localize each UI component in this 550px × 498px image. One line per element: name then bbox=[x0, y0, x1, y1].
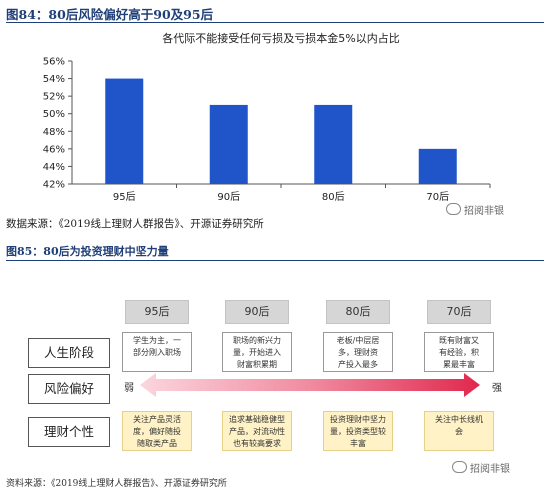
wechat-icon bbox=[446, 203, 461, 215]
stage-box-70: 既有财富又 有经验，积 累最丰富 bbox=[424, 332, 494, 372]
trait-box-95: 关注产品灵活 度，偏好随投 随取类产品 bbox=[122, 411, 192, 451]
x-tick-label: 90后 bbox=[217, 191, 240, 203]
era-label-70: 70后 bbox=[427, 300, 491, 324]
figure-85-source: 资料来源：《2019线上理财人群报告》、开源证券研究所 bbox=[6, 479, 227, 489]
row-label-finance-personality: 理财个性 bbox=[28, 417, 110, 447]
watermark-top: 招阅非银 bbox=[446, 202, 504, 217]
era-label-90: 90后 bbox=[225, 300, 289, 324]
figure-84-title: 图84：80后风险偏好高于90及95后 bbox=[6, 7, 214, 22]
y-tick-label: 54% bbox=[43, 74, 65, 85]
x-tick-label: 95后 bbox=[113, 191, 136, 203]
stage-box-80: 老板/中层居 多，理财资 产投入最多 bbox=[323, 332, 393, 372]
risk-high-label: 强 bbox=[492, 383, 502, 394]
watermark-text: 招阅非银 bbox=[470, 464, 510, 475]
wechat-icon bbox=[452, 461, 467, 473]
figure-85-title-rule bbox=[6, 260, 544, 261]
chart-title: 各代际不能接受任何亏损及亏损本金5%以内占比 bbox=[162, 31, 399, 45]
figure-85-title: 图85：80后为投资理财中坚力量 bbox=[6, 245, 169, 258]
bar bbox=[209, 104, 248, 184]
figure-84-source: 数据来源：《2019线上理财人群报告》、开源证券研究所 bbox=[6, 218, 264, 230]
bar-chart: 各代际不能接受任何亏损及亏损本金5%以内占比 42% 44% 46% 48% 50% 52%… bbox=[43, 31, 491, 203]
y-tick-label: 46% bbox=[43, 144, 65, 155]
y-tick-label: 52% bbox=[43, 92, 65, 103]
stage-box-95: 学生为主，一 部分刚入职场 bbox=[122, 332, 192, 372]
figure-84-title-rule bbox=[6, 22, 544, 23]
y-tick-label: 44% bbox=[43, 162, 65, 173]
trait-box-80: 投资理财中坚力 量，投资类型较 丰富 bbox=[323, 411, 393, 451]
risk-gradient-arrow bbox=[140, 373, 480, 397]
y-tick-label: 56% bbox=[43, 57, 65, 68]
x-tick-label: 70后 bbox=[426, 191, 449, 203]
row-label-risk-preference: 风险偏好 bbox=[28, 374, 110, 404]
y-tick-label: 42% bbox=[43, 180, 65, 191]
era-label-80: 80后 bbox=[326, 300, 390, 324]
trait-box-90: 追求基础稳健型 产品，对流动性 也有较高要求 bbox=[222, 411, 292, 451]
era-label-95: 95后 bbox=[125, 300, 189, 324]
stage-box-90: 职场的新兴力 量，开始进入 财富积累期 bbox=[222, 332, 292, 372]
watermark-text: 招阅非银 bbox=[464, 206, 504, 217]
y-tick-label: 50% bbox=[43, 109, 65, 120]
risk-low-label: 弱 bbox=[124, 383, 134, 394]
y-tick-label: 48% bbox=[43, 127, 65, 138]
watermark-bottom: 招阅非银 bbox=[452, 460, 510, 475]
x-tick-label: 80后 bbox=[322, 191, 345, 203]
bar bbox=[314, 104, 353, 184]
bar bbox=[105, 78, 144, 184]
row-label-life-stage: 人生阶段 bbox=[28, 338, 110, 368]
trait-box-70: 关注中长线机 会 bbox=[424, 411, 494, 451]
bar bbox=[418, 148, 457, 184]
